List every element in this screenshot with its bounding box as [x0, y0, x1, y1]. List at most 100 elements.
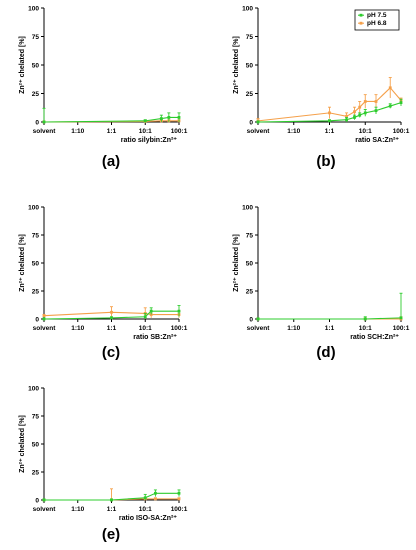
y-tick-label: 100	[242, 5, 253, 12]
data-point	[143, 496, 147, 500]
y-tick-label: 75	[246, 34, 254, 41]
x-axis-title: ratio silybin:Zn²⁺	[121, 137, 178, 144]
data-point	[256, 120, 260, 124]
x-tick-label: 1:1	[325, 128, 335, 135]
data-point	[353, 116, 356, 119]
x-tick-label: 1:10	[71, 506, 84, 513]
y-axis-title: Zn²⁺ chelated [%]	[19, 234, 26, 292]
y-tick-label: 75	[32, 232, 40, 239]
data-point	[388, 104, 392, 108]
data-point	[363, 317, 367, 321]
data-point	[167, 116, 171, 119]
data-point	[399, 316, 403, 320]
data-point	[110, 498, 113, 502]
data-point	[159, 117, 163, 120]
y-tick-label: 25	[32, 91, 40, 98]
y-tick-label: 25	[246, 288, 254, 295]
panel-tag: (e)	[102, 526, 120, 543]
x-tick-label: 1:10	[287, 325, 300, 332]
x-tick-label: solvent	[247, 325, 271, 332]
data-point	[177, 497, 181, 501]
y-tick-label: 75	[246, 232, 254, 239]
data-point	[42, 120, 46, 124]
data-point	[374, 109, 378, 112]
x-tick-label: 100:1	[171, 325, 188, 332]
panel-tag: (a)	[102, 153, 120, 170]
y-tick-label: 50	[32, 62, 40, 69]
data-point	[358, 105, 362, 109]
y-tick-label: 50	[32, 260, 40, 267]
x-tick-label: 1:10	[71, 128, 84, 135]
data-point	[110, 316, 113, 320]
legend-swatch-marker	[359, 13, 363, 17]
panel-tag: (b)	[316, 153, 335, 170]
data-point	[256, 317, 260, 321]
y-tick-label: 100	[28, 5, 39, 12]
data-point	[399, 101, 403, 105]
x-tick-label: solvent	[33, 506, 57, 513]
y-axis-title: Zn²⁺ chelated [%]	[233, 36, 240, 94]
y-tick-label: 0	[35, 119, 39, 126]
x-tick-label: 1:1	[325, 325, 335, 332]
panel-tag: (c)	[102, 344, 120, 361]
data-point	[374, 100, 378, 103]
y-tick-label: 100	[28, 204, 39, 211]
chart-panel-0: 0 25 50 75 100 solvent 1:10 1:1 10:1 100:1 Zn²⁺ ch…	[19, 5, 188, 170]
series-line-ph75	[258, 317, 402, 320]
y-tick-label: 50	[246, 62, 254, 69]
chart-panel-4: 0 25 50 75 100 solvent 1:10 1:1 10:1 100:1 Zn²⁺ ch…	[19, 385, 188, 543]
data-point	[328, 119, 331, 123]
y-tick-label: 0	[249, 316, 253, 323]
legend-swatch-marker	[359, 21, 363, 25]
data-point	[358, 113, 362, 117]
legend-box	[354, 9, 400, 31]
y-tick-label: 50	[32, 441, 40, 448]
data-point	[154, 497, 157, 501]
x-axis-title: ratio SB:Zn²⁺	[133, 334, 177, 341]
y-tick-label: 0	[35, 497, 39, 504]
y-tick-label: 50	[246, 260, 254, 267]
y-tick-label: 100	[28, 385, 39, 392]
chart-panel-2: 0 25 50 75 100 solvent 1:10 1:1 10:1 100:1 Zn²⁺ ch…	[19, 204, 188, 361]
panel-tag: (d)	[316, 344, 335, 361]
data-point	[363, 100, 367, 103]
data-point	[143, 315, 147, 319]
y-axis-title: Zn²⁺ chelated [%]	[19, 36, 26, 94]
y-tick-label: 75	[32, 413, 40, 420]
data-point	[143, 119, 147, 123]
y-tick-label: 0	[249, 119, 253, 126]
x-tick-label: 10:1	[139, 325, 152, 332]
y-axis-title: Zn²⁺ chelated [%]	[19, 415, 26, 473]
data-point	[177, 116, 181, 119]
data-point	[110, 310, 113, 314]
y-tick-label: 100	[242, 204, 253, 211]
data-point	[42, 317, 46, 321]
chart-panel-3: 0 25 50 75 100 solvent 1:10 1:1 10:1 100:1 Zn²⁺ ch…	[233, 204, 410, 361]
x-tick-label: 10:1	[139, 506, 152, 513]
legend-label: pH 7.5	[367, 12, 387, 19]
data-point	[345, 118, 348, 122]
x-tick-label: 1:10	[287, 128, 300, 135]
data-point	[42, 498, 46, 502]
x-tick-label: 100:1	[171, 128, 188, 135]
x-tick-label: 1:1	[107, 325, 117, 332]
data-point	[177, 309, 181, 313]
data-point	[42, 314, 46, 318]
data-point	[177, 491, 181, 495]
y-axis-title: Zn²⁺ chelated [%]	[233, 234, 240, 292]
x-tick-label: 10:1	[139, 128, 152, 135]
x-tick-label: 100:1	[171, 506, 188, 513]
x-tick-label: 1:1	[107, 128, 117, 135]
x-tick-label: solvent	[33, 325, 57, 332]
data-point	[363, 111, 367, 115]
x-tick-label: solvent	[33, 128, 57, 135]
y-tick-label: 25	[32, 288, 40, 295]
data-point	[154, 491, 157, 495]
y-tick-label: 75	[32, 34, 40, 41]
x-tick-label: 1:1	[107, 506, 117, 513]
x-axis-title: ratio ISO-SA:Zn²⁺	[119, 515, 177, 522]
x-tick-label: 10:1	[359, 325, 372, 332]
data-point	[328, 111, 331, 115]
chart-panel-1: 0 25 50 75 100 solvent 1:10 1:1 10:1 100:1 Zn²⁺ ch…	[233, 5, 410, 170]
